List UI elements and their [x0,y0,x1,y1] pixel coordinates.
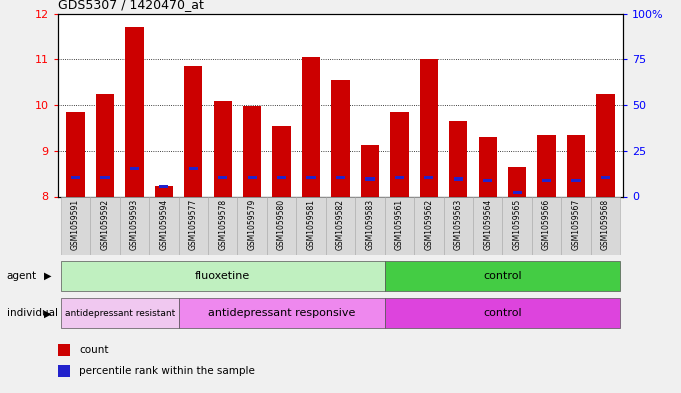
Bar [361,145,379,196]
Bar [571,179,581,182]
Text: GSM1059577: GSM1059577 [189,199,197,250]
Bar [243,106,262,196]
Bar [306,176,315,179]
Bar [542,179,551,182]
Text: GSM1059568: GSM1059568 [601,199,610,250]
Bar [532,196,561,255]
Bar [567,135,585,196]
Bar [395,176,404,179]
Bar [601,176,610,179]
Text: GSM1059566: GSM1059566 [542,199,551,250]
Text: GSM1059593: GSM1059593 [130,199,139,250]
Text: individual: individual [7,309,58,318]
Bar [513,191,522,195]
Bar [155,186,173,196]
Text: GSM1059582: GSM1059582 [336,199,345,250]
Bar [178,196,208,255]
Text: GSM1059578: GSM1059578 [218,199,227,250]
Bar [96,94,114,196]
Bar [385,298,620,329]
Bar [120,196,149,255]
Bar [424,176,433,179]
Bar [454,178,463,181]
Bar [267,196,296,255]
Bar [277,176,286,179]
Bar [537,135,556,196]
Text: control: control [483,271,522,281]
Text: GSM1059583: GSM1059583 [366,199,375,250]
Text: GSM1059564: GSM1059564 [484,199,492,250]
Bar [159,185,168,188]
Bar [366,178,375,181]
Text: GDS5307 / 1420470_at: GDS5307 / 1420470_at [58,0,204,11]
Text: GSM1059581: GSM1059581 [306,199,315,250]
Text: percentile rank within the sample: percentile rank within the sample [80,366,255,376]
Text: count: count [80,345,109,355]
Bar [178,298,385,329]
Bar [355,196,385,255]
Bar [332,80,349,196]
Text: control: control [483,309,522,318]
Bar [414,196,443,255]
Bar [91,196,120,255]
Text: GSM1059592: GSM1059592 [101,199,110,250]
Text: GSM1059580: GSM1059580 [277,199,286,250]
Bar [208,196,238,255]
Bar [390,112,409,196]
Bar [326,196,355,255]
Text: GSM1059591: GSM1059591 [71,199,80,250]
Text: GSM1059579: GSM1059579 [248,199,257,250]
Bar [473,196,503,255]
Bar [336,176,345,179]
Bar [61,196,91,255]
Bar [100,176,110,179]
Text: fluoxetine: fluoxetine [195,271,251,281]
Bar [385,261,620,291]
Bar [61,261,385,291]
Bar [479,137,497,196]
Bar [296,196,326,255]
Bar [272,126,291,196]
Bar [590,196,620,255]
Text: GSM1059562: GSM1059562 [424,199,433,250]
Bar [58,365,70,376]
Text: antidepressant resistant: antidepressant resistant [65,309,175,318]
Text: GSM1059563: GSM1059563 [454,199,463,250]
Bar [597,94,614,196]
Bar [503,196,532,255]
Text: ▶: ▶ [44,271,52,281]
Bar [508,167,526,196]
Bar [67,112,84,196]
Bar [214,101,232,196]
Bar [385,196,414,255]
Bar [302,57,320,196]
Bar [184,66,202,196]
Bar [449,121,467,196]
Bar [130,167,139,170]
Bar [483,179,492,182]
Text: antidepressant responsive: antidepressant responsive [208,309,355,318]
Bar [218,176,227,179]
Text: GSM1059594: GSM1059594 [159,199,168,250]
Bar [189,167,198,170]
Bar [443,196,473,255]
Bar [248,176,257,179]
Text: GSM1059565: GSM1059565 [513,199,522,250]
Bar [149,196,178,255]
Bar [61,298,178,329]
Bar [58,344,70,356]
Bar [238,196,267,255]
Text: GSM1059567: GSM1059567 [571,199,580,250]
Bar [125,28,144,196]
Bar [419,59,438,196]
Bar [71,176,80,179]
Bar [561,196,590,255]
Text: GSM1059561: GSM1059561 [395,199,404,250]
Text: agent: agent [7,271,37,281]
Text: ▶: ▶ [44,309,52,318]
